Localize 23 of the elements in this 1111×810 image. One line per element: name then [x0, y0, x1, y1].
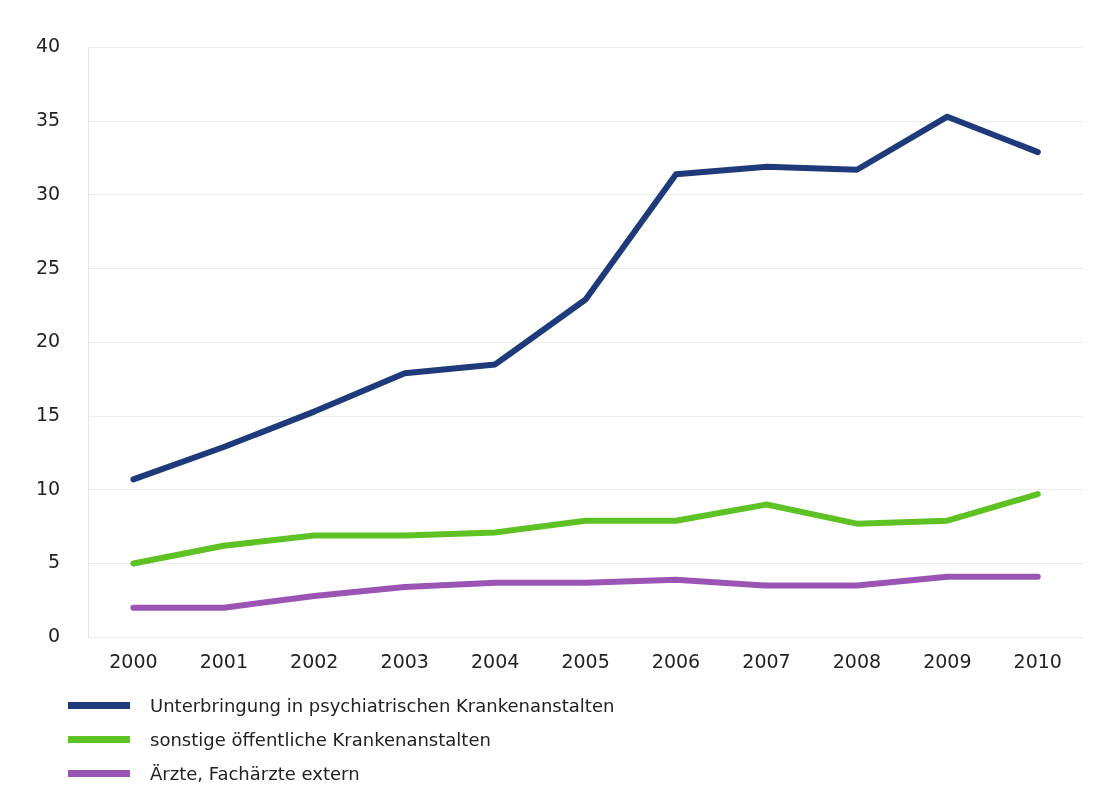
legend-label: Ärzte, Fachärzte extern [150, 762, 360, 784]
y-tick-label: 5 [48, 550, 61, 573]
x-tick-label: 2001 [199, 649, 249, 672]
x-tick-label: 2008 [832, 649, 882, 672]
x-tick-label: 2005 [561, 649, 610, 672]
y-tick-label: 15 [35, 402, 61, 425]
y-tick-label: 20 [35, 329, 61, 352]
x-tick-label: 2010 [1013, 649, 1062, 672]
x-tick-label: 2007 [742, 649, 791, 672]
x-tick-label: 2003 [380, 649, 429, 672]
legend-label: sonstige öffentliche Krankenanstalten [150, 728, 491, 750]
y-tick-label: 30 [35, 181, 61, 204]
x-tick-label: 2002 [290, 649, 339, 672]
x-tick-label: 2009 [923, 649, 972, 672]
x-tick-label: 2000 [109, 649, 158, 672]
x-tick-label: 2004 [470, 649, 520, 672]
legend-label: Unterbringung in psychiatrischen Krankenanstalten [150, 694, 615, 716]
x-tick-label: 2006 [651, 649, 701, 672]
y-tick-label: 35 [35, 108, 61, 131]
y-tick-label: 40 [35, 34, 61, 57]
y-tick-label: 0 [48, 624, 61, 647]
y-tick-label: 10 [35, 476, 61, 499]
y-tick-label: 25 [35, 255, 61, 278]
